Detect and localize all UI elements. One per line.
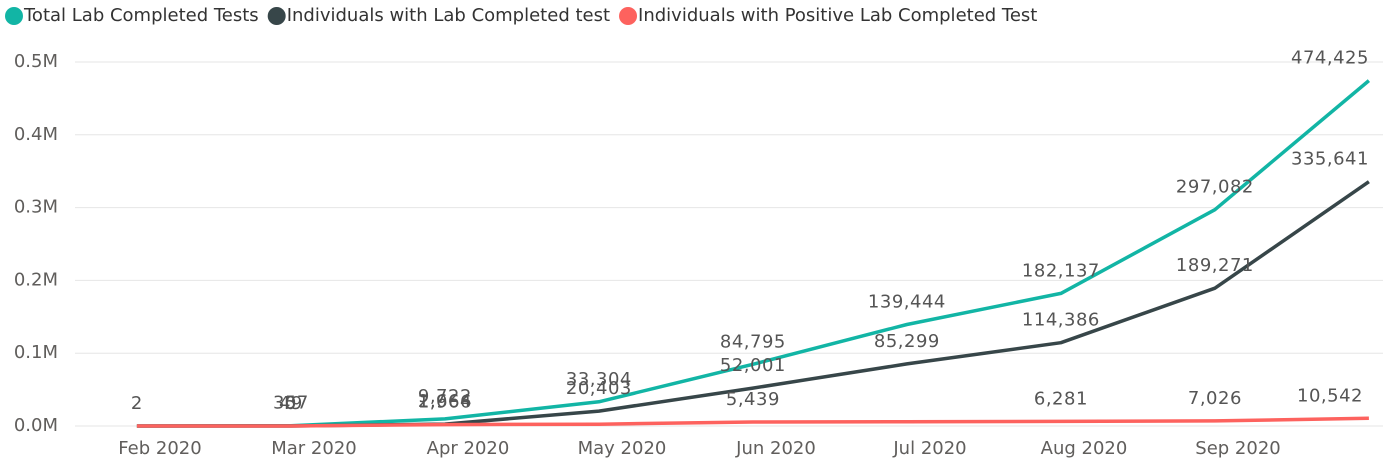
legend-label: Individuals with Positive Lab Completed …	[638, 5, 1037, 26]
data-label: 474,425	[1291, 48, 1369, 69]
data-label: 6,281	[1034, 388, 1088, 409]
legend-marker	[267, 7, 286, 25]
y-tick-label: 0.1M	[14, 342, 58, 363]
data-label: 84,795	[720, 331, 786, 352]
y-tick-label: 0.3M	[14, 197, 58, 218]
legend-marker	[5, 7, 23, 25]
data-label: 139,444	[868, 291, 946, 312]
data-label: 20,403	[566, 378, 632, 399]
data-label: 182,137	[1022, 260, 1100, 281]
data-label: 9,722	[418, 386, 472, 407]
x-tick-label: Sep 2020	[1195, 438, 1280, 459]
x-tick-label: Aug 2020	[1041, 438, 1128, 459]
data-label: 5,439	[726, 389, 780, 410]
y-tick-label: 0.0M	[14, 415, 58, 436]
x-tick-label: Apr 2020	[427, 438, 510, 459]
y-tick-label: 0.4M	[14, 124, 58, 145]
data-label: 189,271	[1176, 255, 1254, 276]
x-tick-label: Mar 2020	[271, 438, 357, 459]
data-label: 33,304	[566, 369, 632, 390]
data-label: 7,026	[1188, 388, 1242, 409]
data-label: 297,082	[1176, 177, 1254, 198]
data-label: 1,966	[418, 392, 472, 413]
data-label: 335,641	[1291, 149, 1369, 170]
x-tick-label: Jun 2020	[735, 438, 816, 459]
data-label: 49	[279, 393, 303, 414]
x-tick-label: May 2020	[578, 438, 667, 459]
data-label: 0	[285, 393, 297, 414]
data-label: 357	[273, 393, 309, 414]
data-label: 2	[131, 393, 143, 414]
data-label: 10,542	[1297, 385, 1363, 406]
data-label: 2,664	[418, 391, 472, 412]
x-tick-label: Jul 2020	[892, 438, 966, 459]
data-label: 85,299	[874, 331, 940, 352]
legend-marker	[619, 7, 638, 25]
legend-label: Total Lab Completed Tests	[23, 5, 259, 26]
data-label: 52,001	[720, 355, 786, 376]
series-line	[136, 79, 1371, 428]
x-tick-label: Feb 2020	[118, 438, 201, 459]
legend-label: Individuals with Lab Completed test	[287, 5, 610, 26]
y-tick-label: 0.2M	[14, 269, 58, 290]
series-line	[136, 416, 1369, 428]
y-tick-label: 0.5M	[14, 51, 58, 72]
data-label: 114,386	[1022, 310, 1100, 331]
